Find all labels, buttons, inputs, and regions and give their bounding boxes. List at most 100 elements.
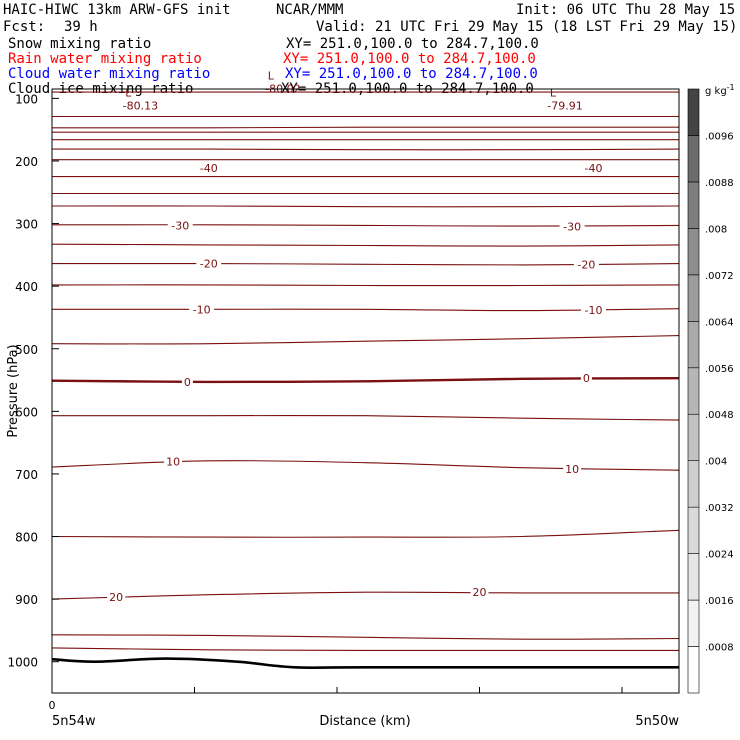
contour-label-0: -40 [200,162,218,175]
pressure-axis: 100 200 300 400 500 600 700 800 900 1000 [7,92,59,670]
colorbar-unit-exponent: -1 [727,83,735,92]
contour-label-11: 10 [565,463,579,476]
colorbar-swatch-12 [687,88,700,136]
colorbar-swatch-7 [687,321,700,369]
contour-label-bg-7 [581,302,606,316]
contour-label-bg-11 [563,461,582,475]
colorbar-label-7: .0064 [705,317,734,328]
isotherm-line-14 [52,308,680,312]
contour-label-9: 0 [583,372,590,385]
contour-label-bg-13 [470,585,489,599]
colorbar-swatch-8 [687,274,700,322]
valid-time: Valid: 21 UTC Fri 29 May 15 (18 LST Fri … [316,19,738,35]
low-value-2: -79.91 [547,100,582,113]
colorbar-swatch-1 [687,599,700,647]
isotherm-line-16 [51,377,680,384]
contour-label-8: 0 [184,376,191,389]
organization-label: NCAR/MMM [276,2,344,18]
colorbar-swatch-5 [687,413,700,461]
isotherm-line-9 [51,205,680,208]
x-start-label: 5n54w [52,714,96,729]
low-markers: L-80.13L-80.02 L-79.91 [123,70,583,113]
colorbar-swatch-4 [687,460,700,508]
y-tick-label-9: 1000 [7,656,38,670]
field-name-cloud-water: Cloud water mixing ratio [8,66,211,82]
contour-label-10: 10 [166,455,180,468]
terrain-path [51,657,679,670]
y-tick-label-7: 800 [15,531,38,545]
x-tick-label-0: 0 [49,699,56,712]
contour-label-bg-12 [107,590,126,604]
contour-label-3: -30 [563,221,581,234]
y-tick-label-5: 600 [15,405,38,419]
isotherm-line-21 [51,634,680,640]
contour-label-12: 20 [109,591,123,604]
low-value-0: -80.13 [123,100,158,113]
isotherm-line-22 [51,647,679,651]
contour-label-bg-3 [559,219,585,233]
colorbar-label-1: .0016 [705,596,734,607]
contour-label-bg-9 [580,371,592,385]
contour-label-13: 20 [473,586,487,599]
isotherm-line-17 [52,414,680,421]
contour-label-2: -30 [171,219,189,232]
y-tick-label-2: 300 [15,218,38,232]
colorbar-swatch-11 [687,135,700,183]
run-title: HAIC-HIWC 13km ARW-GFS init [3,2,231,18]
isotherm-line-5 [51,148,680,151]
y-tick-label-0: 100 [15,92,38,106]
field-name-rain: Rain water mixing ratio [8,51,202,67]
contour-labels: -40 -40 -30 -30 -20 -20 -10 -10 0 0 10 10 20 20 [107,160,606,604]
contour-label-1: -40 [585,162,603,175]
isotherm-line-2 [51,126,679,129]
colorbar-label-11: .0096 [705,131,734,142]
colorbar-label-5: .0048 [705,410,734,421]
colorbar-swatch-10 [687,181,700,229]
colorbar-label-2: .0024 [705,550,734,561]
field-xy-snow: XY= 251.0,100.0 to 284.7,100.0 [286,36,539,52]
y-tick-label-3: 400 [15,280,38,294]
colorbar-label-8: .0072 [705,271,734,282]
low-letter-2: L [550,87,557,100]
colorbar-label-6: .0056 [705,364,734,375]
x-axis-label: Distance (km) [319,714,410,729]
isotherm-line-13 [51,284,680,287]
colorbar-label-0: .0008 [705,643,734,654]
isotherm-line-18 [51,460,680,471]
contour-label-bg-10 [164,454,183,468]
init-time: Init: 06 UTC Thu 28 May 15 [516,2,736,18]
isotherm-contours [51,91,680,651]
contour-label-bg-5 [573,257,599,271]
low-letter-0: L [125,87,132,100]
contour-label-6: -10 [193,303,211,316]
isotherm-line-10 [51,224,680,227]
contour-label-bg-4 [196,256,222,270]
colorbar-swatch-2 [687,553,700,601]
x-end-label: 5n50w [635,714,679,729]
terrain-line [51,657,679,670]
colorbar-swatch-6 [687,367,700,415]
contour-label-bg-6 [189,302,215,316]
colorbar-label-9: .008 [705,224,727,235]
colorbar-label-10: .0088 [705,178,734,189]
contour-label-5: -20 [577,258,595,271]
colorbar: .0008 .0016 .0024 .0032 .004 .0048 .0056 .0064.… [687,88,734,694]
colorbar-unit-text: g kg [705,86,727,97]
contour-label-bg-1 [581,160,606,174]
contour-label-bg-2 [167,218,193,232]
colorbar-swatch-3 [687,506,700,554]
colorbar-label-3: .0032 [705,503,734,514]
contour-label-4: -20 [200,258,218,271]
plot-frame [51,88,680,694]
y-tick-label-1: 200 [15,155,38,169]
isotherm-line-19 [51,529,680,538]
colorbar-unit: g kg-1 [705,83,735,97]
isotherm-line-20 [51,591,680,600]
y-tick-label-4: 500 [15,343,38,357]
y-axis-label: Pressure (hPa) [6,344,21,437]
field-xy-cloud-water: XY= 251.0,100.0 to 284.7,100.0 [285,66,538,82]
distance-axis: 0 [49,687,623,712]
contour-label-bg-0 [196,160,222,174]
y-tick-label-6: 700 [15,468,38,482]
